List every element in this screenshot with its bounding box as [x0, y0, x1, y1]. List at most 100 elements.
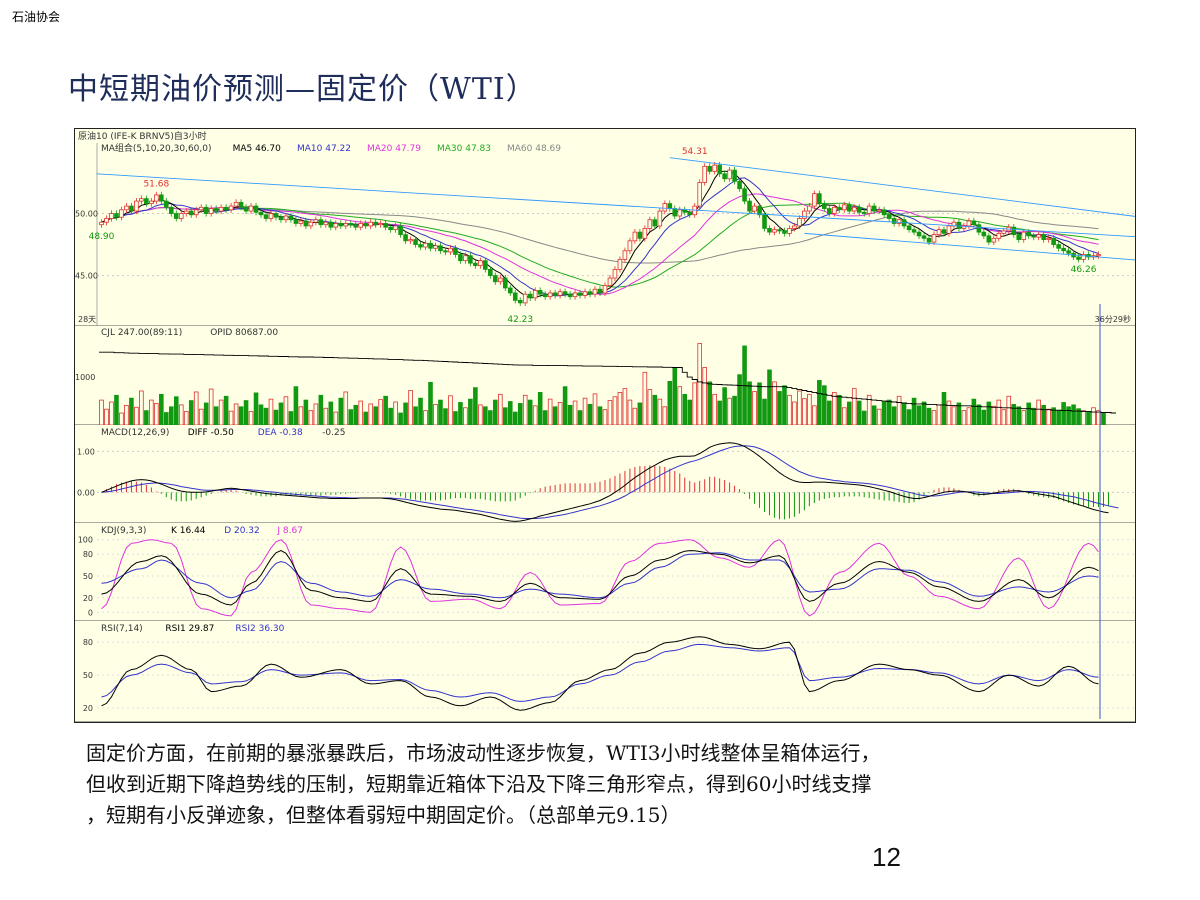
volume-bar [1006, 395, 1012, 426]
volume-bar [532, 405, 538, 426]
macd-dea-line [101, 445, 1119, 519]
candle [737, 180, 742, 190]
volume-bar [258, 404, 264, 426]
volume-bar [273, 409, 279, 426]
volume-bar [667, 381, 673, 426]
price-legend-5: MA60 48.69 [507, 144, 561, 154]
stock-chart: 原油10 (IFE-K BRNV5)自3小时 MA组合(5,10,20,30,60… [74, 128, 1136, 723]
candle [652, 219, 658, 227]
candle [911, 229, 917, 233]
candle [891, 218, 897, 224]
candle [767, 228, 772, 233]
candle [293, 219, 299, 224]
volume-bar [398, 412, 403, 426]
volume-bar [562, 386, 568, 426]
volume-bar [308, 410, 314, 426]
candle [463, 255, 468, 262]
volume-bar [876, 408, 882, 426]
volume-bar [393, 401, 398, 426]
candle [861, 211, 867, 214]
volume-bar [493, 399, 498, 426]
rsi2-line [101, 643, 1099, 702]
candle [488, 268, 493, 276]
volume-bar [1066, 406, 1071, 426]
volume-bar [841, 407, 847, 426]
candle [403, 234, 408, 242]
kdj-ytick-3: 20 [83, 594, 93, 603]
rsi-ytick-0: 80 [83, 638, 93, 647]
candle [787, 228, 792, 234]
volume-bar [592, 393, 598, 426]
candle [398, 225, 403, 236]
volume-bar [926, 407, 932, 426]
kdj-legend-0: KDJ(9,3,3) [101, 526, 146, 536]
candle [727, 169, 732, 180]
candle [198, 206, 204, 211]
candle [672, 208, 678, 217]
volume-bar [647, 389, 653, 426]
volume-bar [971, 398, 977, 426]
candle [1026, 231, 1032, 237]
candle [921, 235, 927, 239]
volume-bar [378, 399, 383, 426]
candle [697, 182, 702, 207]
volume-bar [164, 412, 169, 426]
candle [752, 205, 757, 212]
volume-bar [1036, 399, 1041, 426]
volume-bar [757, 382, 762, 426]
candle [712, 164, 717, 172]
price-legend-2: MA10 47.22 [297, 144, 351, 154]
volume-bar [861, 410, 867, 426]
candle [722, 173, 727, 180]
volume-bar [921, 401, 927, 426]
candle [383, 223, 388, 228]
candle [124, 205, 129, 211]
candle [308, 221, 314, 227]
volume-bar [797, 390, 802, 426]
candle [667, 203, 673, 209]
volume-bar [956, 402, 962, 426]
candle [896, 219, 902, 224]
volume-bar [537, 392, 543, 426]
candle [1046, 237, 1051, 240]
volume-bar [732, 395, 737, 426]
volume-bar [293, 386, 299, 426]
volume-bar [702, 367, 707, 426]
volume-bar [986, 401, 992, 426]
volume-bar [1101, 412, 1106, 426]
volume-bar [762, 398, 767, 426]
candle [772, 229, 777, 233]
volume-bar [941, 392, 947, 426]
volume-bar [144, 410, 149, 426]
volume-bar [99, 399, 104, 426]
candle [981, 231, 987, 237]
volume-bar [463, 407, 468, 426]
candle [557, 291, 563, 296]
volume-bar [353, 404, 359, 426]
volume-bar [268, 398, 274, 426]
volume-bar [1056, 410, 1061, 426]
candle [612, 268, 618, 279]
candle [871, 205, 877, 212]
candle [203, 206, 209, 214]
candle [119, 209, 124, 218]
volume-bar [737, 374, 742, 426]
price-ytick-0: 50.00 [75, 210, 98, 219]
volume-bar [159, 393, 164, 426]
volume-bar [717, 400, 722, 426]
trendline-lower [804, 232, 1135, 261]
volume-bar [981, 409, 987, 426]
volume-bar [473, 387, 478, 426]
volume-bar [408, 390, 413, 426]
org-name: 石油协会 [12, 10, 61, 24]
candle [846, 204, 852, 212]
candle [687, 211, 693, 216]
candle [164, 200, 169, 208]
trendline-upper [669, 157, 1135, 217]
volume-bar [502, 407, 508, 426]
candle [134, 200, 139, 212]
candle [388, 226, 393, 231]
candle [986, 235, 992, 243]
volume-bar [747, 381, 752, 426]
volume-bar [687, 399, 693, 426]
